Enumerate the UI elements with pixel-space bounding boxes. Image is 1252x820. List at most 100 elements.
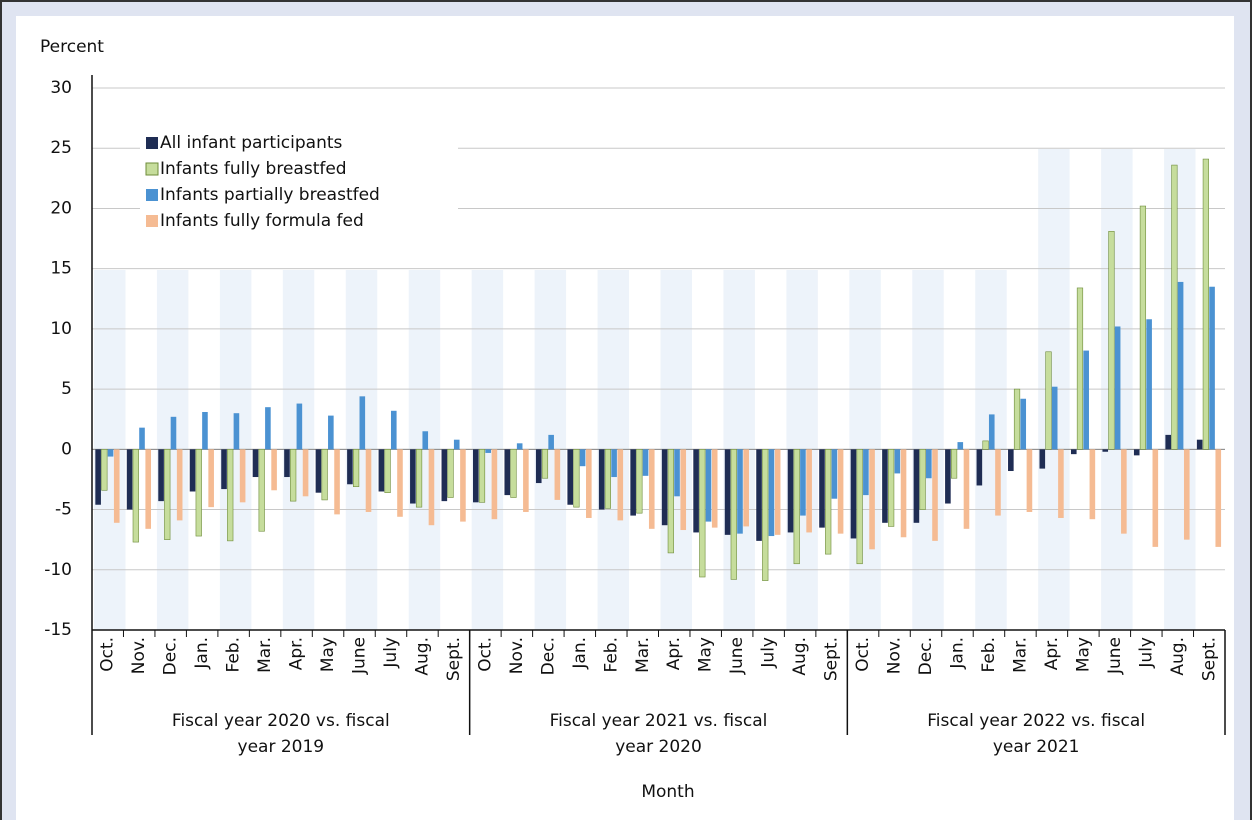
legend-label: Infants fully breastfed <box>160 159 347 179</box>
bar <box>1076 287 1084 450</box>
bar <box>1215 449 1222 547</box>
x-tick-label: Feb. <box>601 637 621 673</box>
bar <box>290 449 297 502</box>
bar <box>321 449 328 501</box>
bar <box>1045 351 1052 450</box>
bar <box>428 449 435 526</box>
bar <box>756 449 762 541</box>
y-tick-label: 25 <box>50 138 72 158</box>
x-tick-label: Jan. <box>192 637 212 670</box>
bar <box>170 416 177 450</box>
bar <box>139 427 145 450</box>
bar <box>888 449 895 527</box>
x-tick-label: Sept. <box>822 637 842 681</box>
x-tick-label: Dec. <box>161 637 181 675</box>
y-tick-label: 15 <box>50 259 72 279</box>
bar <box>107 449 114 457</box>
bar <box>258 449 265 532</box>
legend-label: All infant participants <box>160 133 343 153</box>
bar <box>478 449 486 503</box>
x-tick-label: June <box>1105 637 1125 675</box>
bar <box>913 449 920 523</box>
bar <box>485 449 492 453</box>
group-label: Fiscal year 2021 vs. fiscal year 2020 <box>549 711 768 757</box>
bar <box>850 449 857 539</box>
x-tick-label: Jan. <box>570 637 590 670</box>
x-tick-label: Apr. <box>287 637 307 670</box>
bar <box>774 449 781 535</box>
bar <box>447 449 454 498</box>
x-tick-label: Dec. <box>916 637 936 675</box>
bar <box>1121 449 1127 534</box>
group-label: Fiscal year 2022 vs. fiscal year 2021 <box>927 711 1146 757</box>
bar <box>397 449 403 517</box>
group-label: Fiscal year 2020 vs. fiscal year 2019 <box>171 711 390 757</box>
bar <box>724 449 731 535</box>
x-tick-label: Sept. <box>1199 637 1219 681</box>
bar <box>554 449 561 500</box>
bar <box>95 449 101 505</box>
y-tick-label: 0 <box>61 439 72 459</box>
bar <box>1133 449 1140 456</box>
bar <box>441 449 448 502</box>
bar <box>176 449 183 521</box>
y-tick-label: -15 <box>44 620 72 640</box>
x-tick-label: Oct. <box>98 637 118 672</box>
x-tick-label: Aug. <box>790 637 810 676</box>
bar <box>453 439 460 450</box>
bar <box>1165 434 1171 450</box>
bar <box>667 449 674 554</box>
bar <box>1051 386 1058 450</box>
x-tick-label: July <box>759 637 779 669</box>
bar <box>894 449 901 474</box>
bar <box>1039 449 1046 469</box>
bar <box>648 449 655 529</box>
bar <box>353 449 360 487</box>
bar <box>359 396 366 450</box>
bar <box>863 449 869 496</box>
bar <box>113 449 120 523</box>
bar <box>1020 398 1027 450</box>
bar <box>1209 286 1215 450</box>
bar <box>617 449 624 521</box>
x-tick-label: Nov. <box>129 637 149 674</box>
bar <box>642 449 649 476</box>
x-tick-label: Nov. <box>507 637 527 674</box>
legend-label: Infants partially breastfed <box>160 185 380 205</box>
x-tick-label: Aug. <box>1168 637 1188 676</box>
bar <box>800 449 806 516</box>
legend-box <box>140 128 458 244</box>
x-tick-label: Apr. <box>664 637 684 670</box>
bar <box>239 449 246 503</box>
bar <box>963 449 970 529</box>
x-tick-label: Feb. <box>224 637 244 673</box>
legend-swatch <box>145 162 159 176</box>
bar <box>422 431 429 450</box>
bar <box>982 440 989 450</box>
bar <box>510 449 517 498</box>
bar <box>195 449 202 537</box>
bar <box>1013 388 1021 450</box>
bar <box>1008 449 1014 472</box>
bar <box>132 449 139 543</box>
bar <box>1089 449 1096 520</box>
y-tick-label: 5 <box>61 379 72 399</box>
bar <box>158 449 164 502</box>
bar <box>630 449 636 516</box>
x-tick-label: Feb. <box>979 637 999 673</box>
bar <box>378 449 385 492</box>
bar <box>926 449 932 479</box>
bar <box>265 407 271 450</box>
bar <box>976 449 983 486</box>
bar <box>957 442 964 450</box>
bar <box>988 414 995 450</box>
bar <box>573 449 580 508</box>
bar <box>737 449 743 534</box>
x-tick-label: Mar. <box>633 637 653 673</box>
legend-swatch <box>146 215 158 227</box>
bar <box>1183 449 1190 540</box>
bar <box>743 449 749 527</box>
bar <box>504 449 511 496</box>
legend-label: Infants fully formula fed <box>160 211 364 231</box>
